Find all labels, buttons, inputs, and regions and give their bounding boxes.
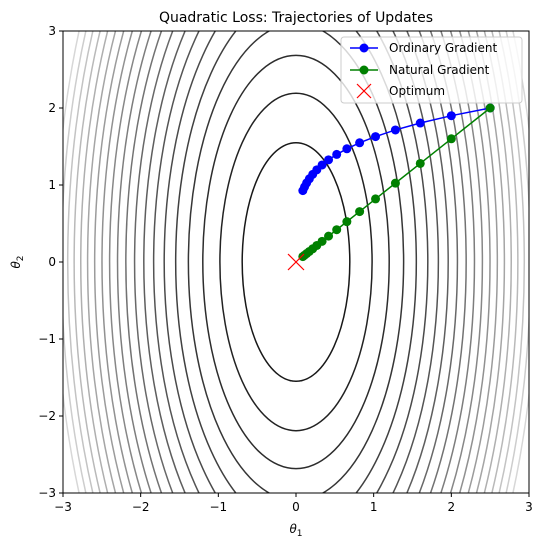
legend-entry-natural-gradient: Natural Gradient <box>350 63 490 77</box>
x-tick-label: −1 <box>209 500 227 514</box>
contour-line <box>174 31 418 493</box>
legend-marker-natural-gradient <box>359 65 369 75</box>
legend-marker-optimum <box>356 83 372 99</box>
contour-line <box>202 54 390 470</box>
y-tick-label: −1 <box>38 332 56 346</box>
y-tick-label: 0 <box>48 255 56 269</box>
contour-line <box>73 31 519 493</box>
contour-line <box>67 31 525 493</box>
legend-entry-ordinary-gradient: Ordinary Gradient <box>350 41 497 55</box>
series-layer <box>287 103 495 271</box>
contour-line <box>219 92 373 432</box>
contour-line <box>108 31 484 493</box>
contour-line <box>241 141 351 383</box>
contour-line <box>116 31 476 493</box>
data-point-ordinary-gradient <box>390 125 400 135</box>
x-tick-label: 0 <box>292 500 300 514</box>
data-point-ordinary-gradient <box>446 111 456 121</box>
data-point-ordinary-gradient <box>355 138 365 148</box>
legend-marker-ordinary-gradient <box>359 43 369 53</box>
data-point-natural-gradient <box>446 134 456 144</box>
contour-line <box>152 31 440 493</box>
data-point-ordinary-gradient <box>371 132 381 142</box>
contour-line <box>80 31 512 493</box>
legend: Ordinary Gradient Natural Gradient Optim… <box>340 36 523 104</box>
contour-line <box>143 31 449 493</box>
contour-line <box>187 31 405 493</box>
data-point-ordinary-gradient <box>332 149 342 159</box>
x-tick-label: 1 <box>370 500 378 514</box>
contour-line <box>101 31 491 493</box>
contour-line <box>125 31 467 493</box>
legend-label-natural-gradient: Natural Gradient <box>389 63 490 77</box>
x-tick-label: 3 <box>525 500 533 514</box>
y-tick-label: −3 <box>38 486 56 500</box>
data-point-natural-gradient <box>415 158 425 168</box>
x-axis-label: θ1 <box>289 522 302 539</box>
chart-title: Quadratic Loss: Trajectories of Updates <box>159 10 433 26</box>
x-axis-ticks: −3 −2 −1 0 1 2 3 <box>54 493 533 514</box>
y-tick-label: 3 <box>48 24 56 38</box>
data-point-natural-gradient <box>298 252 308 262</box>
x-tick-label: −2 <box>132 500 150 514</box>
data-point-ordinary-gradient <box>415 118 425 128</box>
y-tick-label: 1 <box>48 178 56 192</box>
contour-line <box>93 31 499 493</box>
data-point-natural-gradient <box>342 217 352 227</box>
y-axis-label: θ2 <box>9 255 26 268</box>
data-point-natural-gradient <box>332 225 342 235</box>
data-point-natural-gradient <box>324 231 334 241</box>
y-axis-ticks: −3 −2 −1 0 1 2 3 <box>38 24 63 500</box>
data-point-ordinary-gradient <box>342 144 352 154</box>
data-point-ordinary-gradient <box>298 186 308 196</box>
legend-box <box>340 36 523 104</box>
y-tick-label: 2 <box>48 101 56 115</box>
legend-label-ordinary-gradient: Ordinary Gradient <box>389 41 497 55</box>
x-tick-label: 2 <box>448 500 456 514</box>
y-tick-label: −2 <box>38 409 56 423</box>
data-point-natural-gradient <box>485 103 495 113</box>
data-point-natural-gradient <box>355 207 365 217</box>
data-point-natural-gradient <box>390 178 400 188</box>
x-tick-label: −3 <box>54 500 72 514</box>
legend-label-optimum: Optimum <box>389 84 445 98</box>
contour-lines <box>63 31 529 493</box>
optimum-marker <box>287 253 305 271</box>
contour-line <box>86 31 506 493</box>
data-point-natural-gradient <box>371 194 381 204</box>
contour-line <box>163 31 429 493</box>
data-point-ordinary-gradient <box>324 155 334 165</box>
legend-entry-optimum: Optimum <box>356 83 445 99</box>
contour-line <box>133 31 459 493</box>
